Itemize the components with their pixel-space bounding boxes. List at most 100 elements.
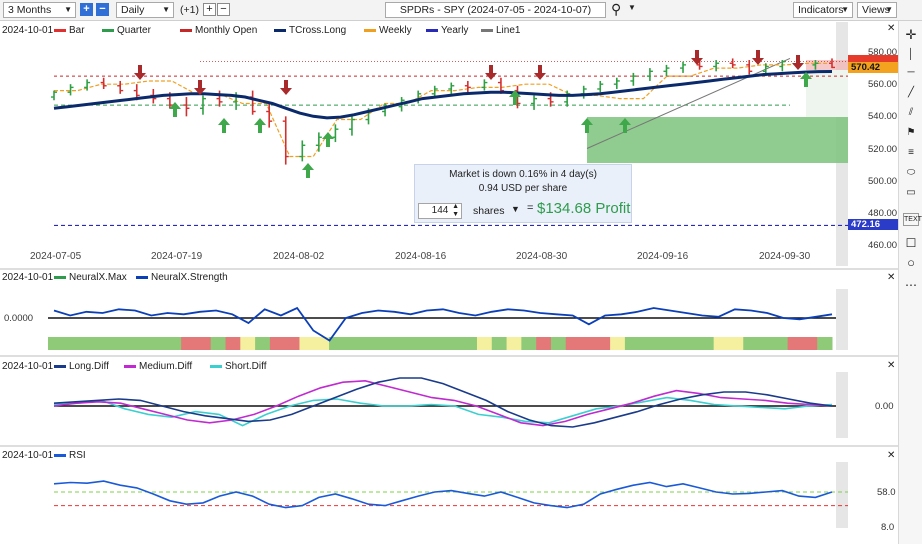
price-bar <box>613 77 620 89</box>
legend-item[interactable]: Short.Diff <box>210 361 267 372</box>
down-arrow-icon <box>691 50 703 65</box>
search-icon[interactable]: ⚲ <box>611 1 622 17</box>
neural-max-cell <box>595 337 611 350</box>
legend-item[interactable]: Yearly <box>426 25 468 36</box>
neural-max-cell <box>284 337 300 350</box>
legend-label: NeuralX.Max <box>69 272 127 283</box>
drawing-toolbar: ✛ │ ─ ╱ ⫽ ⚑ ≡ ⬭ ▭ TEXT ☐ ○ ⋯ <box>898 21 922 544</box>
legend-label: Long.Diff <box>69 361 109 372</box>
red-tag <box>848 55 898 62</box>
y-tick: 560.00 <box>868 79 898 90</box>
vertical-line-icon[interactable]: │ <box>907 49 915 60</box>
offset-plus-button[interactable]: + <box>203 3 216 16</box>
price-bar <box>282 116 289 165</box>
x-tick: 2024-09-30 <box>759 251 811 262</box>
crosshair-icon[interactable]: ✛ <box>905 27 917 42</box>
legend-item[interactable]: Medium.Diff <box>124 361 192 372</box>
trend-line-icon[interactable]: ╱ <box>907 87 915 98</box>
up-arrow-icon <box>581 118 593 133</box>
zoom-in-button[interactable]: + <box>80 3 93 16</box>
legend-item[interactable]: Line1 <box>481 25 520 36</box>
text-icon[interactable]: TEXT <box>903 213 922 226</box>
chevron-down-icon: ▼ <box>64 5 72 14</box>
price-bar <box>299 140 306 162</box>
neural-max-cell <box>506 337 522 350</box>
more-icon[interactable]: ⋯ <box>905 278 917 292</box>
legend-label: RSI <box>69 450 86 461</box>
red-zone <box>806 60 848 70</box>
neural-max-cell <box>417 337 434 350</box>
neural-max-cell <box>181 337 197 350</box>
price-bar <box>183 97 190 117</box>
chevron-down-icon[interactable]: ▼ <box>628 3 636 12</box>
neural-max-cell <box>299 337 315 350</box>
legend-item[interactable]: Bar <box>54 25 85 36</box>
neural-max-cell <box>713 337 729 350</box>
down-arrow-icon <box>134 65 146 80</box>
channel-icon[interactable]: ⫽ <box>908 107 914 118</box>
price-bar <box>680 61 687 73</box>
legend-label: Monthly Open <box>195 25 258 36</box>
legend-item[interactable]: Monthly Open <box>180 25 257 36</box>
legend-item[interactable]: Long.Diff <box>54 361 109 372</box>
legend-label: TCross.Long <box>289 25 347 36</box>
circle-icon[interactable]: ○ <box>907 255 915 270</box>
price-bar <box>746 60 753 75</box>
interval-select[interactable]: Daily ▼ <box>116 2 174 18</box>
neural-max-cell <box>684 337 700 350</box>
legend-label: NeuralX.Strength <box>151 272 228 283</box>
neural-max-cell <box>210 337 227 350</box>
price-bar <box>266 103 273 128</box>
legend-swatch <box>426 28 438 32</box>
square-icon[interactable]: ☐ <box>905 236 917 250</box>
legend-item[interactable]: Quarter <box>102 25 151 36</box>
indicators-button[interactable]: Indicators ▼ <box>793 2 853 18</box>
close-icon[interactable]: ✕ <box>887 450 896 461</box>
neural-max-cell <box>62 337 79 350</box>
stepper-arrows-icon[interactable]: ▲ ▼ <box>452 203 459 218</box>
horizontal-line-icon[interactable]: ─ <box>907 67 915 78</box>
zoom-out-button[interactable]: − <box>96 3 109 16</box>
close-icon[interactable]: ✕ <box>887 23 896 34</box>
neural-max-cell <box>195 337 212 350</box>
legend-item[interactable]: Weekly <box>364 25 412 36</box>
views-button[interactable]: Views ▼ <box>857 2 897 18</box>
x-tick: 2024-08-30 <box>516 251 568 262</box>
y-tick: 520.00 <box>868 144 898 155</box>
range-value: 3 Months <box>8 4 52 16</box>
quantity-stepper[interactable]: 144 ▲ ▼ <box>418 203 462 219</box>
neural-max-cell <box>698 337 715 350</box>
flag-icon[interactable]: ⚑ <box>906 127 916 138</box>
down-arrow-icon <box>485 65 497 80</box>
chart-canvas[interactable] <box>0 0 898 544</box>
legend-item[interactable]: NeuralX.Max <box>54 272 127 283</box>
symbol-title-text: SPDRs - SPY (2024-07-05 - 2024-10-07) <box>399 4 592 16</box>
tcross-long-line <box>53 70 833 120</box>
legend-item[interactable]: NeuralX.Strength <box>136 272 228 283</box>
legend-label: Weekly <box>379 25 412 36</box>
legend-item[interactable]: TCross.Long <box>274 25 346 36</box>
close-icon[interactable]: ✕ <box>887 360 896 371</box>
up-arrow-icon <box>619 118 631 133</box>
chevron-down-icon[interactable]: ▼ <box>511 204 520 214</box>
close-icon[interactable]: ✕ <box>887 272 896 283</box>
legend-swatch <box>54 453 66 457</box>
rsi-tick: 58.0 <box>877 487 896 498</box>
medium-diff-line <box>53 379 833 427</box>
fibonacci-icon[interactable]: ≡ <box>908 147 914 158</box>
price-bar <box>51 90 57 101</box>
ellipse-icon[interactable]: ⬭ <box>906 167 916 178</box>
offset-minus-button[interactable]: − <box>217 3 230 16</box>
neural-max-cell <box>610 337 626 350</box>
legend-label: Yearly <box>441 25 469 36</box>
neural-max-cell <box>462 337 478 350</box>
rectangle-icon[interactable]: ▭ <box>906 187 916 198</box>
price-bar <box>448 82 455 94</box>
neural-max-cell <box>802 337 818 350</box>
legend-swatch <box>102 28 114 32</box>
legend-item[interactable]: RSI <box>54 450 86 461</box>
callout-line1: Market is down 0.16% in 4 day(s) <box>449 169 597 180</box>
symbol-title[interactable]: SPDRs - SPY (2024-07-05 - 2024-10-07) <box>385 2 606 18</box>
quantity-value: 144 <box>431 205 449 216</box>
range-select[interactable]: 3 Months ▼ <box>3 2 76 18</box>
